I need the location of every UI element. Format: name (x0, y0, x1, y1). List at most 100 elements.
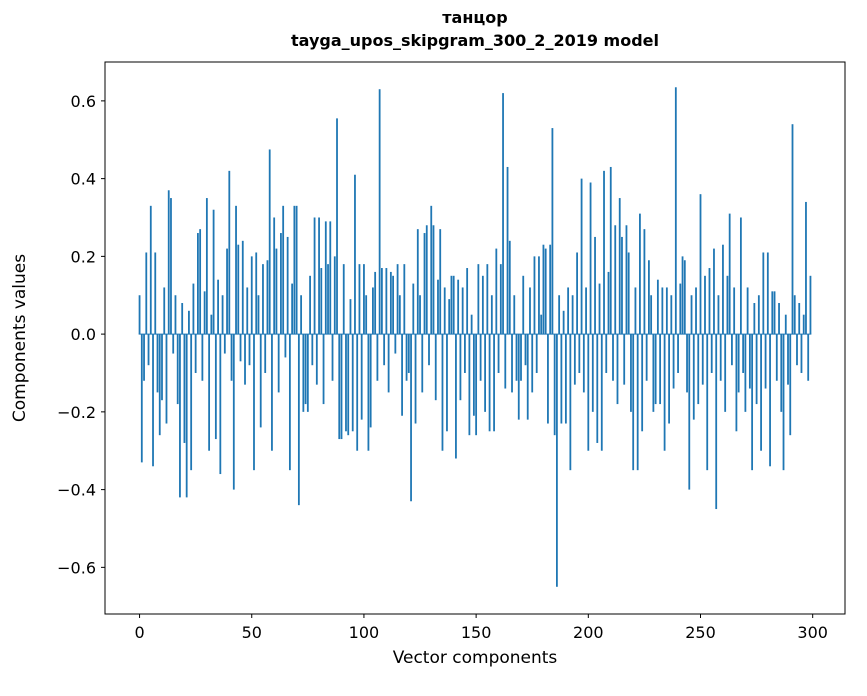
bar (268, 149, 271, 335)
bar (556, 334, 558, 587)
bar (179, 334, 181, 498)
bar (589, 182, 592, 335)
bar (706, 334, 709, 471)
bar (439, 229, 442, 335)
bar (481, 275, 484, 335)
bar (369, 334, 372, 428)
bar (367, 334, 370, 451)
bar (621, 236, 623, 335)
y-tick-label: −0.2 (57, 403, 96, 422)
bar (627, 252, 630, 335)
bar (412, 283, 415, 335)
bar (414, 334, 417, 424)
bar (419, 295, 421, 335)
bar (724, 334, 727, 412)
bar (338, 334, 341, 440)
bar (542, 244, 545, 335)
bar (345, 334, 347, 432)
bar (170, 198, 172, 335)
bar (596, 334, 599, 443)
bar (769, 334, 771, 467)
bar (320, 268, 323, 335)
bar (677, 334, 679, 373)
bar (197, 233, 199, 335)
bar (410, 334, 412, 502)
bar (174, 295, 177, 335)
bar (757, 295, 760, 335)
bar (782, 334, 785, 471)
bar (603, 170, 605, 335)
bar (351, 334, 354, 432)
bar (748, 334, 751, 389)
bar (762, 252, 765, 335)
bar (302, 334, 305, 412)
bar (784, 314, 787, 335)
bar (538, 256, 540, 335)
bar (654, 334, 657, 405)
bar (354, 174, 356, 335)
bar (713, 248, 715, 335)
bar (181, 303, 184, 335)
bar (163, 287, 166, 335)
bar (188, 310, 190, 335)
y-tick-label: −0.6 (57, 558, 96, 577)
bar (630, 334, 632, 412)
bar (746, 287, 749, 335)
bar (275, 248, 278, 335)
bar (450, 275, 453, 335)
bar (392, 275, 394, 335)
bar (311, 334, 314, 366)
bar (394, 334, 397, 354)
bar (223, 334, 226, 354)
bar (753, 303, 756, 335)
bar (156, 334, 159, 393)
bar (488, 334, 491, 432)
bar (796, 334, 798, 366)
bar (535, 334, 538, 373)
bar (167, 190, 170, 335)
bar (376, 334, 379, 381)
bar (665, 287, 668, 335)
bar (470, 314, 473, 335)
bar (176, 334, 179, 405)
bar (787, 334, 789, 385)
bar (641, 334, 644, 432)
bar (185, 334, 188, 498)
bar (562, 310, 565, 335)
bar (329, 221, 332, 335)
y-tick-label: 0.0 (71, 325, 96, 344)
bar (365, 295, 368, 335)
bar (230, 334, 233, 381)
x-tick-label: 100 (349, 623, 380, 642)
bar (670, 295, 673, 335)
bar (733, 287, 736, 335)
bar (295, 205, 298, 335)
bar (598, 283, 601, 335)
bar (531, 334, 534, 393)
bar (318, 217, 320, 335)
bar (194, 334, 197, 373)
bar (228, 170, 231, 335)
bar (235, 205, 237, 335)
bar (526, 334, 529, 420)
bar (237, 244, 240, 335)
bar (744, 334, 747, 412)
bar (437, 279, 439, 335)
bar (731, 334, 733, 366)
bar (443, 287, 446, 335)
bar (286, 236, 289, 335)
bar (511, 334, 513, 393)
bar (634, 287, 637, 335)
chart-title: танцор (442, 8, 508, 27)
bar (639, 213, 641, 335)
y-tick-label: 0.4 (71, 170, 96, 189)
bar (686, 334, 688, 393)
bar (428, 334, 430, 366)
bar (389, 271, 392, 335)
bar (356, 334, 359, 451)
bar (208, 334, 211, 451)
bar (549, 244, 552, 335)
bar (199, 229, 202, 335)
bar (149, 205, 152, 335)
bar (282, 205, 285, 335)
